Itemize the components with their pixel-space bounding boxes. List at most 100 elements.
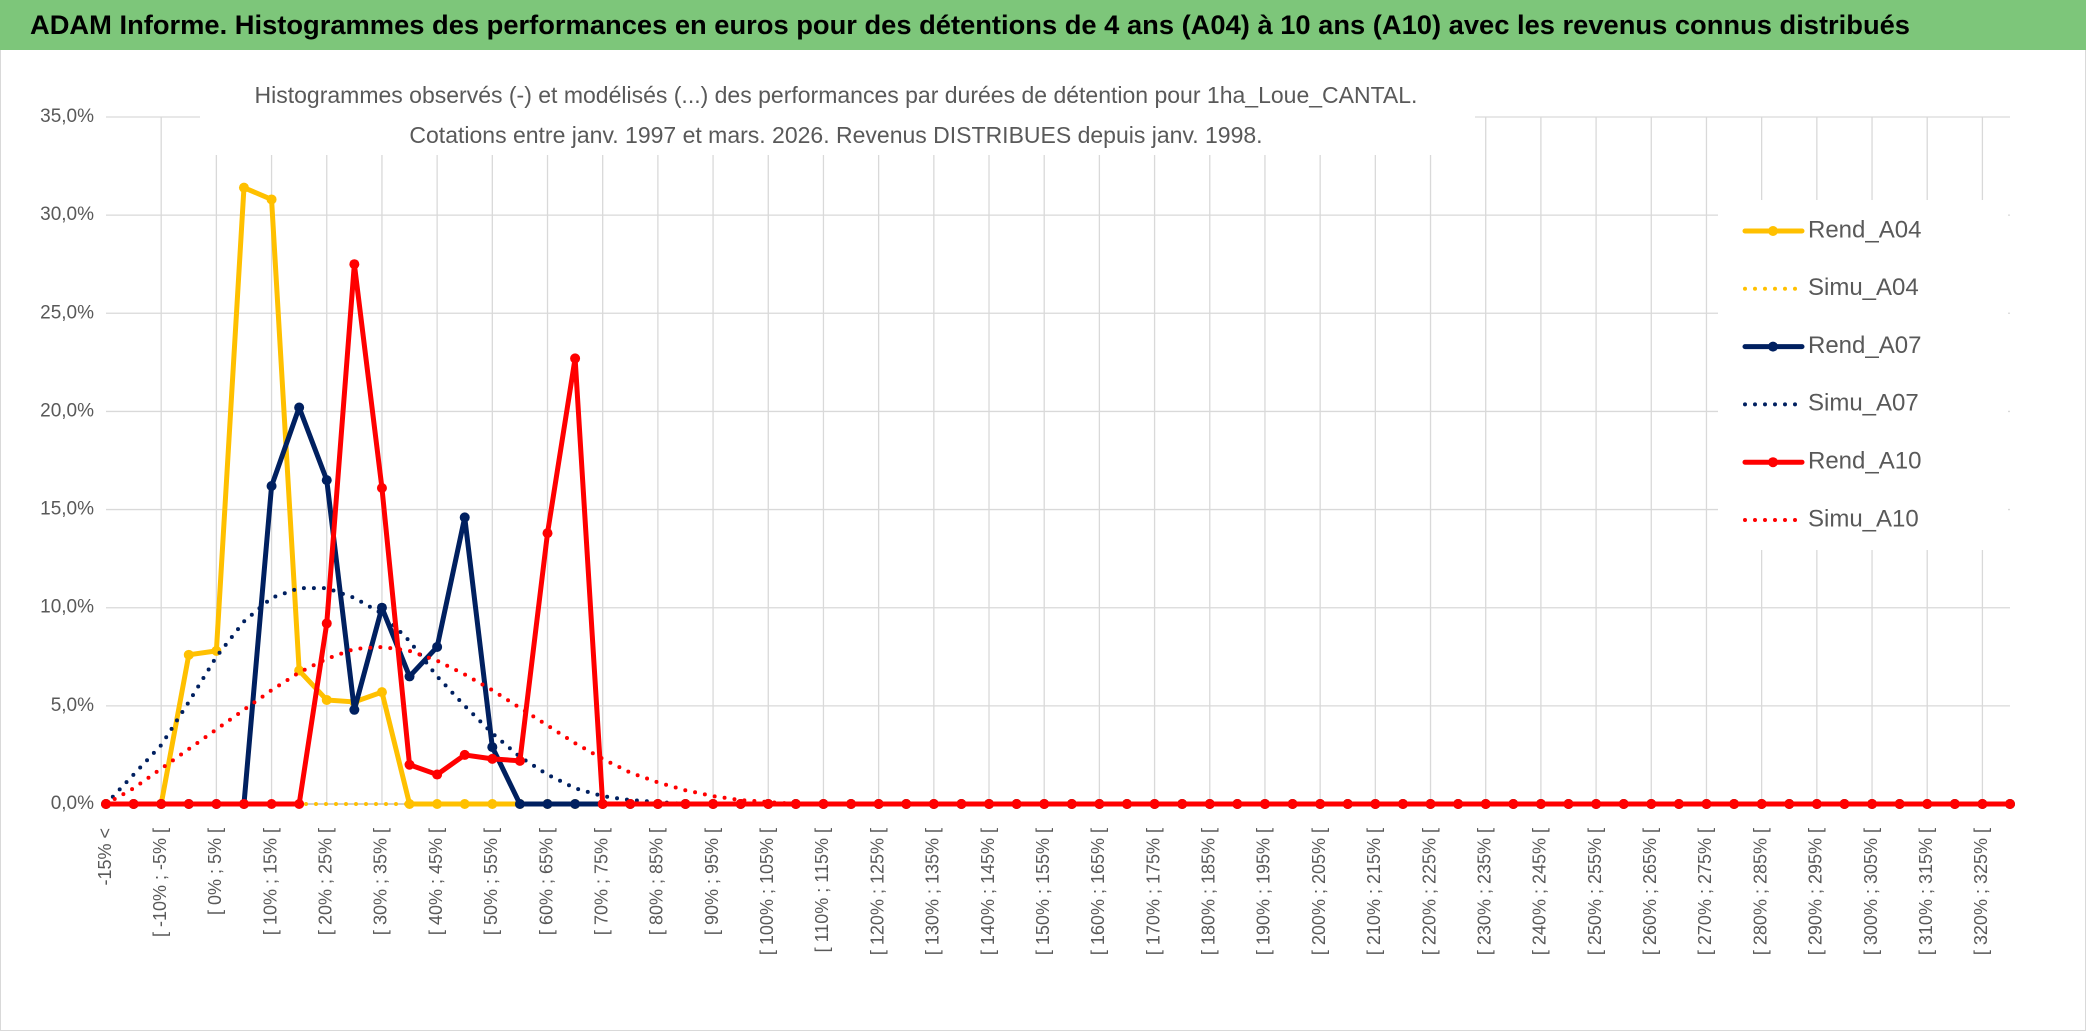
series-marker	[487, 753, 498, 764]
header-bar	[0, 0, 2086, 50]
x-tick-label: [ 320% ; 325% [	[1971, 828, 1991, 955]
x-tick-label: [ 100% ; 105% [	[757, 828, 777, 955]
series-marker	[404, 759, 415, 770]
x-tick-label: [ -10% ; -5% [	[150, 828, 170, 937]
series-marker	[625, 799, 636, 809]
x-tick-label: [ 280% ; 285% [	[1750, 828, 1770, 955]
x-tick-label: [ 0% ; 5% [	[205, 828, 225, 915]
x-tick-label: [ 180% ; 185% [	[1199, 828, 1219, 955]
legend-marker	[1768, 341, 1778, 352]
legend-label: Simu_A10	[1808, 505, 1919, 532]
series-marker	[1204, 799, 1215, 809]
y-tick-label: 15,0%	[40, 499, 94, 520]
legend-marker	[1768, 457, 1778, 468]
series-marker	[570, 799, 581, 809]
legend-label: Simu_A04	[1808, 274, 1919, 301]
series-marker	[349, 259, 360, 270]
series-line	[104, 644, 2012, 806]
legend-label: Simu_A07	[1808, 390, 1919, 417]
y-tick-label: 35,0%	[40, 106, 94, 127]
series-marker	[404, 799, 415, 809]
x-tick-label: [ 90% ; 95% [	[702, 828, 722, 935]
series-marker	[1646, 799, 1657, 809]
x-tick-label: [ 300% ; 305% [	[1861, 828, 1881, 955]
series-marker	[459, 512, 470, 523]
series-marker	[183, 799, 194, 809]
x-tick-label: [ 270% ; 275% [	[1695, 828, 1715, 955]
x-tick-label: [ 50% ; 55% [	[481, 828, 501, 935]
series-marker	[1121, 799, 1132, 809]
series-marker	[514, 755, 525, 766]
series-marker	[404, 671, 415, 682]
series-marker	[652, 799, 663, 809]
x-tick-label: [ 190% ; 195% [	[1254, 828, 1274, 955]
x-tick-label: [ 10% ; 15% [	[260, 828, 280, 935]
series-marker	[376, 482, 387, 493]
series-marker	[294, 799, 305, 809]
chart-subtitle: Cotations entre janv. 1997 et mars. 2026…	[409, 122, 1262, 148]
series-marker	[321, 475, 332, 486]
series-marker	[321, 618, 332, 629]
x-tick-label: [ 80% ; 85% [	[647, 828, 667, 935]
x-tick-label: [ 30% ; 35% [	[371, 828, 391, 935]
x-tick-label: [ 170% ; 175% [	[1143, 828, 1163, 955]
x-tick-label: [ 60% ; 65% [	[536, 828, 556, 935]
series-marker	[321, 694, 332, 705]
series-marker	[542, 799, 553, 809]
plot	[101, 182, 2015, 809]
x-tick-label: [ 110% ; 115% [	[812, 828, 832, 952]
x-tick-label: [ 230% ; 235% [	[1474, 828, 1494, 955]
legend-label: Rend_A04	[1808, 216, 1921, 243]
series-marker	[1563, 799, 1574, 809]
series-marker	[487, 799, 498, 809]
y-tick-label: 20,0%	[40, 400, 94, 421]
series-marker	[1867, 799, 1878, 809]
x-tick-label: [ 260% ; 265% [	[1640, 828, 1660, 955]
series-marker	[128, 799, 139, 809]
series-marker	[1701, 799, 1712, 809]
x-tick-label: [ 220% ; 225% [	[1419, 828, 1439, 955]
series-marker	[156, 799, 167, 809]
series-marker	[542, 528, 553, 539]
series-marker	[873, 799, 884, 809]
series-marker	[459, 749, 470, 760]
series-marker	[1315, 799, 1326, 809]
series-marker	[1066, 799, 1077, 809]
legend: Rend_A04 Simu_A04 Rend_A07 Simu_A07 Rend_A10…	[1718, 200, 2008, 550]
y-tick-label: 25,0%	[40, 302, 94, 323]
x-tick-label: [ 140% ; 145% [	[978, 828, 998, 955]
x-tick-label: [ 70% ; 75% [	[591, 828, 611, 935]
x-tick-label: [ 40% ; 45% [	[426, 828, 446, 935]
x-tick-label: [ 250% ; 255% [	[1585, 828, 1605, 955]
series-marker	[266, 481, 277, 492]
series-marker	[1811, 799, 1822, 809]
series-marker	[1922, 799, 1933, 809]
series-marker	[1453, 799, 1464, 809]
series-marker	[183, 649, 194, 660]
title-backdrop	[200, 75, 1475, 155]
x-tick-label: [ 120% ; 125% [	[867, 828, 887, 955]
series-marker	[597, 799, 608, 809]
x-tick-label: [ 160% ; 165% [	[1088, 828, 1108, 955]
x-tick-label: [ 290% ; 295% [	[1806, 828, 1826, 955]
series-marker	[1673, 799, 1684, 809]
x-tick-label: [ 210% ; 215% [	[1364, 828, 1384, 955]
series-marker	[211, 799, 222, 809]
series-marker	[1894, 799, 1905, 809]
series-marker	[680, 799, 691, 809]
x-tick-label: [ 200% ; 205% [	[1309, 828, 1329, 955]
series-marker	[432, 769, 443, 780]
series-marker	[1232, 799, 1243, 809]
chart-title: Histogrammes observés (-) et modélisés (…	[255, 82, 1418, 108]
series-marker	[432, 641, 443, 652]
series-marker	[708, 799, 719, 809]
x-tick-label: [ 310% ; 315% [	[1916, 828, 1936, 955]
y-tick-label: 5,0%	[51, 695, 94, 716]
series-marker	[570, 353, 581, 364]
series-marker	[238, 799, 249, 809]
series-marker	[376, 687, 387, 698]
series-marker	[1425, 799, 1436, 809]
x-tick-label: -15% <	[95, 828, 115, 886]
series-marker	[266, 194, 277, 205]
